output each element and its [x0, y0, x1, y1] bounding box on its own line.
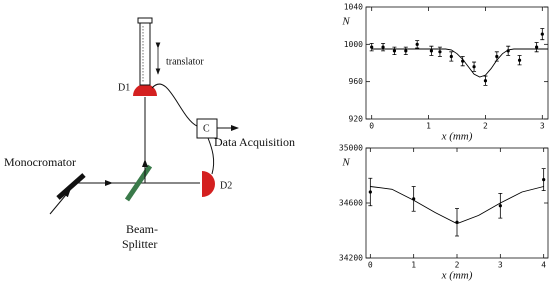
monochromator [56, 173, 86, 200]
data-point [449, 54, 453, 59]
data-point [438, 50, 442, 54]
data-point [540, 32, 544, 36]
label: Splitter [122, 237, 157, 251]
data-point [429, 49, 434, 53]
label: Beam- [126, 222, 158, 236]
data-point [392, 49, 397, 53]
data-point [535, 45, 539, 49]
label: D2 [220, 180, 232, 191]
data-point [517, 58, 522, 62]
x-tick-label: 2 [455, 261, 460, 270]
y-tick-label: 960 [349, 77, 364, 86]
x-axis-label: x (mm) [441, 131, 473, 143]
cable [207, 137, 215, 175]
cable [151, 83, 198, 127]
x-tick-label: 0 [369, 122, 374, 131]
x-tick-label: 4 [541, 261, 546, 270]
y-tick-label: 920 [349, 115, 364, 124]
beam-splitter [124, 164, 153, 202]
data-point [404, 49, 408, 53]
fit-curve [370, 186, 544, 225]
data-point [542, 178, 546, 182]
y-axis-label: N [341, 16, 350, 28]
y-tick-label: 34600 [339, 199, 363, 208]
x-tick-label: 3 [540, 122, 545, 131]
setup-diagram [49, 17, 239, 215]
y-tick-label: 35000 [339, 144, 363, 153]
data-point [381, 45, 385, 49]
detector-d2 [202, 171, 215, 197]
x-tick-label: 3 [498, 261, 503, 270]
data-point [368, 190, 372, 194]
rod-cap [137, 17, 153, 24]
x-tick-label: 0 [368, 261, 373, 270]
translator-rod [139, 22, 151, 86]
data-point [498, 204, 502, 208]
label: translator [166, 56, 204, 67]
label: Monocromator [4, 155, 76, 169]
x-tick-label: 1 [411, 261, 416, 270]
label: Data Acquisition [214, 135, 295, 149]
data-point [495, 54, 499, 59]
x-tick-label: 1 [426, 122, 431, 131]
plot-frame [365, 6, 549, 120]
y-axis-label: N [341, 157, 350, 169]
data-point [415, 42, 419, 46]
data-point [370, 45, 374, 49]
label: C [203, 123, 210, 134]
input-beam [49, 189, 71, 215]
data-point [483, 79, 488, 83]
data-point [472, 65, 476, 69]
detector-d1 [133, 84, 157, 96]
y-tick-label: 34200 [339, 254, 363, 263]
label: D1 [118, 82, 130, 93]
x-axis-label: x (mm) [441, 270, 473, 282]
y-tick-label: 1040 [344, 3, 363, 12]
x-tick-label: 2 [483, 122, 488, 131]
y-tick-label: 1000 [344, 40, 363, 49]
plot-frame [365, 147, 549, 259]
fit-curve [371, 48, 548, 78]
